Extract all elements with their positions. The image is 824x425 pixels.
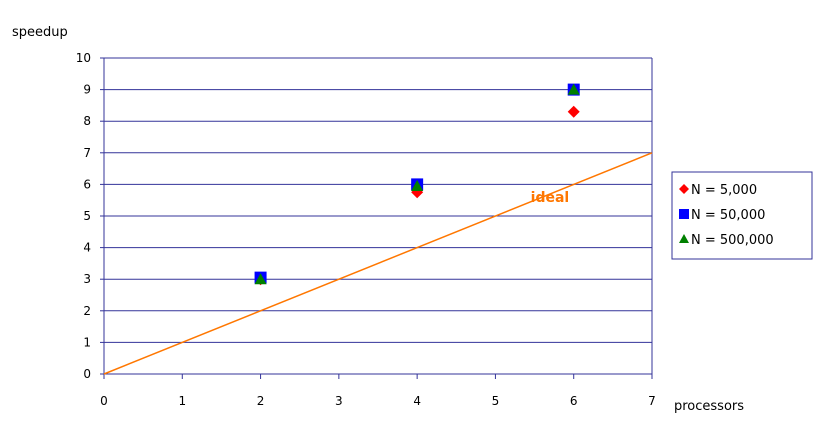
data-points [254,83,580,286]
legend-box [671,171,813,260]
y-tick-label: 2 [83,304,91,318]
y-tick-label: 5 [83,209,91,223]
data-point-triangle [254,273,267,285]
y-tick-label: 0 [83,367,91,381]
x-tick-label: 4 [413,394,421,408]
y-tick-label: 7 [83,146,91,160]
ideal-line [103,152,653,375]
ideal-line-group: ideal [103,152,653,375]
gridlines [104,57,652,343]
legend-marker-diamond [679,184,689,194]
x-tick-label: 0 [100,394,108,408]
x-tick-label: 3 [335,394,343,408]
x-tick-label: 7 [648,394,656,408]
x-tick-label: 5 [492,394,500,408]
legend: N = 5,000 N = 50,000 N = 500,000 [671,171,813,260]
data-point-diamond [567,105,580,118]
y-tick-label: 9 [83,83,91,97]
x-tick-label: 2 [257,394,265,408]
ideal-line-label: ideal [531,190,570,206]
x-tick-labels: 0 1 2 3 4 5 6 7 [100,394,656,408]
legend-label: N = 50,000 [691,208,765,223]
y-tick-label: 8 [83,114,91,128]
legend-marker-triangle [679,234,689,243]
x-tick-label: 6 [570,394,578,408]
x-axis-title: processors [674,399,744,414]
x-tick-label: 1 [178,394,186,408]
y-tick-label: 10 [76,51,91,65]
y-tick-label: 4 [83,241,91,255]
legend-label: N = 500,000 [691,233,774,248]
y-tick-label: 6 [83,177,91,191]
legend-marker-square [679,209,689,219]
y-tick-labels: 0 1 2 3 4 5 6 7 8 9 10 [76,51,91,381]
axes [100,57,653,379]
legend-label: N = 5,000 [691,183,757,198]
y-axis-title: speedup [12,25,68,40]
data-point-triangle [411,179,424,191]
y-tick-label: 3 [83,272,91,286]
y-tick-label: 1 [83,335,91,349]
data-point-triangle [567,83,580,95]
